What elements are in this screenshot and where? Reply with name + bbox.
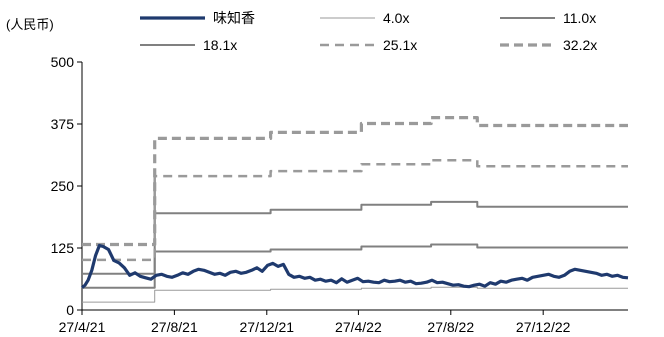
legend-label-味知香: 味知香 xyxy=(213,10,255,26)
x-tick-label: 27/4/21 xyxy=(59,319,106,335)
legend-label-11.0x: 11.0x xyxy=(563,10,596,26)
legend-label-18.1x: 18.1x xyxy=(203,37,237,53)
y-tick-label: 500 xyxy=(51,54,75,70)
x-axis: 27/4/21 27/8/21 27/12/21 27/4/22 27/8/22 27/1… xyxy=(59,309,628,335)
series-line-18.1x xyxy=(82,200,628,275)
unit-label: (人民币) xyxy=(6,17,54,32)
series-line-11.0x xyxy=(82,243,628,289)
y-tick-label: 125 xyxy=(51,240,75,256)
y-tick-label: 250 xyxy=(51,178,75,194)
x-tick-label: 27/4/22 xyxy=(335,319,382,335)
series-line-味知香 xyxy=(80,243,629,289)
legend-label-25.1x: 25.1x xyxy=(383,37,417,53)
series-line-32.2x xyxy=(82,116,628,247)
legend-label-32.2x: 32.2x xyxy=(563,37,597,53)
plot-area xyxy=(80,116,629,303)
legend: 味知香 4.0x 11.0x 18.1x 25.1x 32.2x xyxy=(140,10,597,53)
x-tick-label: 27/12/22 xyxy=(516,319,571,335)
legend-label-4.0x: 4.0x xyxy=(383,10,409,26)
y-axis: 0 125 250 375 500 xyxy=(51,54,83,318)
y-tick-label: 0 xyxy=(66,302,74,318)
y-tick-label: 375 xyxy=(51,116,75,132)
x-tick-label: 27/8/21 xyxy=(151,319,198,335)
x-tick-label: 27/12/21 xyxy=(240,319,295,335)
series-line-4.0x xyxy=(82,286,628,303)
x-tick-label: 27/8/22 xyxy=(427,319,474,335)
